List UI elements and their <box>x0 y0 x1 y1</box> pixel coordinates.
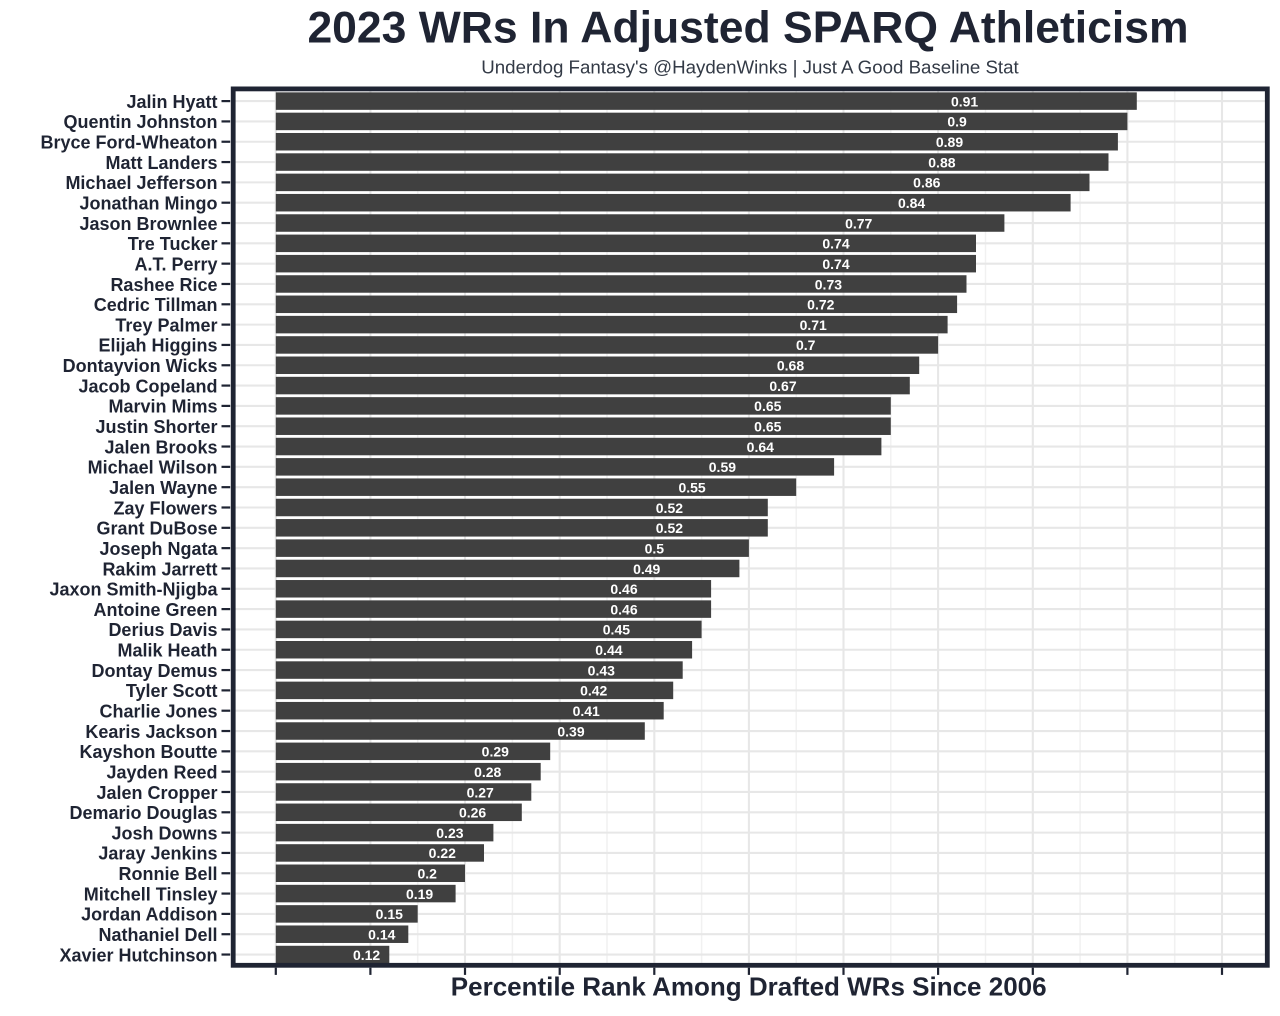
svg-text:0.26: 0.26 <box>459 805 486 821</box>
svg-text:0.65: 0.65 <box>754 419 781 435</box>
svg-text:A.T. Perry: A.T. Perry <box>134 254 217 274</box>
svg-text:0.46: 0.46 <box>610 601 637 617</box>
svg-text:Underdog Fantasy's @HaydenWink: Underdog Fantasy's @HaydenWinks | Just A… <box>481 56 1019 77</box>
svg-text:0.43: 0.43 <box>588 662 615 678</box>
svg-text:2023 WRs In Adjusted SPARQ Ath: 2023 WRs In Adjusted SPARQ Athleticism <box>307 4 1188 53</box>
svg-text:Trey Palmer: Trey Palmer <box>115 315 217 335</box>
svg-text:0.7: 0.7 <box>796 337 816 353</box>
svg-text:Cedric Tillman: Cedric Tillman <box>94 295 218 315</box>
svg-text:0.68: 0.68 <box>777 358 804 374</box>
svg-text:Zay Flowers: Zay Flowers <box>113 498 217 518</box>
svg-text:0.55: 0.55 <box>678 479 705 495</box>
svg-text:0.86: 0.86 <box>913 175 940 191</box>
svg-text:Jayden Reed: Jayden Reed <box>106 762 217 782</box>
svg-text:Jacob Copeland: Jacob Copeland <box>78 376 217 396</box>
svg-text:0.46: 0.46 <box>610 581 637 597</box>
svg-text:0.41: 0.41 <box>573 703 600 719</box>
svg-text:0.28: 0.28 <box>474 764 501 780</box>
svg-text:Jonathan Mingo: Jonathan Mingo <box>80 194 218 214</box>
svg-text:0.77: 0.77 <box>845 215 872 231</box>
svg-text:Dontayvion Wicks: Dontayvion Wicks <box>63 356 218 376</box>
svg-text:0.19: 0.19 <box>406 886 433 902</box>
svg-text:Elijah Higgins: Elijah Higgins <box>98 336 217 356</box>
svg-text:Jalin Hyatt: Jalin Hyatt <box>126 92 217 112</box>
svg-text:0.89: 0.89 <box>936 134 963 150</box>
svg-text:0.73: 0.73 <box>815 276 842 292</box>
svg-text:Kayshon Boutte: Kayshon Boutte <box>79 742 217 762</box>
svg-text:Justin Shorter: Justin Shorter <box>95 417 217 437</box>
svg-text:Xavier Hutchinson: Xavier Hutchinson <box>59 945 217 965</box>
svg-text:0.39: 0.39 <box>557 723 584 739</box>
svg-text:0.49: 0.49 <box>633 561 660 577</box>
svg-text:Quentin Johnston: Quentin Johnston <box>64 112 218 132</box>
svg-text:Grant DuBose: Grant DuBose <box>96 519 217 539</box>
svg-text:0.71: 0.71 <box>800 317 827 333</box>
svg-text:Demario Douglas: Demario Douglas <box>69 803 217 823</box>
svg-text:Mitchell Tinsley: Mitchell Tinsley <box>84 884 218 904</box>
svg-text:0.14: 0.14 <box>368 927 395 943</box>
svg-text:0.29: 0.29 <box>482 744 509 760</box>
svg-text:Charlie Jones: Charlie Jones <box>99 702 217 722</box>
svg-text:0.9: 0.9 <box>947 114 967 130</box>
svg-text:0.64: 0.64 <box>747 439 774 455</box>
svg-text:Michael Wilson: Michael Wilson <box>88 458 218 478</box>
svg-text:0.65: 0.65 <box>754 398 781 414</box>
svg-text:0.15: 0.15 <box>376 906 403 922</box>
svg-text:0.74: 0.74 <box>822 236 849 252</box>
svg-text:Antoine Green: Antoine Green <box>93 600 217 620</box>
svg-text:0.12: 0.12 <box>353 947 380 963</box>
svg-text:Kearis Jackson: Kearis Jackson <box>85 722 217 742</box>
svg-text:Jalen Cropper: Jalen Cropper <box>96 783 217 803</box>
svg-text:Matt Landers: Matt Landers <box>105 153 217 173</box>
svg-text:0.27: 0.27 <box>467 784 494 800</box>
svg-text:0.45: 0.45 <box>603 622 630 638</box>
svg-text:0.5: 0.5 <box>645 540 665 556</box>
svg-text:0.52: 0.52 <box>656 500 683 516</box>
svg-text:0.44: 0.44 <box>595 642 622 658</box>
svg-text:Jaxon Smith-Njigba: Jaxon Smith-Njigba <box>49 580 218 600</box>
svg-text:0.67: 0.67 <box>769 378 796 394</box>
svg-text:Jalen Wayne: Jalen Wayne <box>109 478 217 498</box>
svg-text:0.22: 0.22 <box>429 845 456 861</box>
svg-text:0.88: 0.88 <box>928 154 955 170</box>
svg-text:0.74: 0.74 <box>822 256 849 272</box>
svg-text:0.23: 0.23 <box>436 825 463 841</box>
svg-text:0.91: 0.91 <box>951 93 978 109</box>
svg-text:Michael Jefferson: Michael Jefferson <box>65 173 217 193</box>
svg-text:Dontay Demus: Dontay Demus <box>91 661 217 681</box>
svg-text:Bryce Ford-Wheaton: Bryce Ford-Wheaton <box>40 133 217 153</box>
svg-text:Tre Tucker: Tre Tucker <box>128 234 218 254</box>
svg-text:Percentile Rank Among Drafted: Percentile Rank Among Drafted WRs Since … <box>451 972 1047 1002</box>
svg-text:Derius Davis: Derius Davis <box>108 620 217 640</box>
svg-text:Marvin Mims: Marvin Mims <box>108 397 217 417</box>
svg-text:Rakim Jarrett: Rakim Jarrett <box>102 559 217 579</box>
svg-text:Ronnie Bell: Ronnie Bell <box>118 864 217 884</box>
svg-text:Jordan Addison: Jordan Addison <box>81 905 217 925</box>
svg-text:0.52: 0.52 <box>656 520 683 536</box>
svg-text:0.42: 0.42 <box>580 683 607 699</box>
svg-text:Jaray Jenkins: Jaray Jenkins <box>98 844 217 864</box>
svg-text:Rashee Rice: Rashee Rice <box>110 275 217 295</box>
svg-text:Jason Brownlee: Jason Brownlee <box>79 214 217 234</box>
svg-text:Jalen Brooks: Jalen Brooks <box>104 437 217 457</box>
svg-text:0.84: 0.84 <box>898 195 925 211</box>
svg-text:0.72: 0.72 <box>807 297 834 313</box>
svg-text:Nathaniel Dell: Nathaniel Dell <box>98 925 217 945</box>
svg-text:Tyler Scott: Tyler Scott <box>126 681 218 701</box>
svg-text:Josh Downs: Josh Downs <box>111 823 217 843</box>
svg-text:Joseph Ngata: Joseph Ngata <box>99 539 218 559</box>
svg-text:0.2: 0.2 <box>417 866 437 882</box>
svg-text:Malik Heath: Malik Heath <box>117 641 217 661</box>
svg-text:0.59: 0.59 <box>709 459 736 475</box>
